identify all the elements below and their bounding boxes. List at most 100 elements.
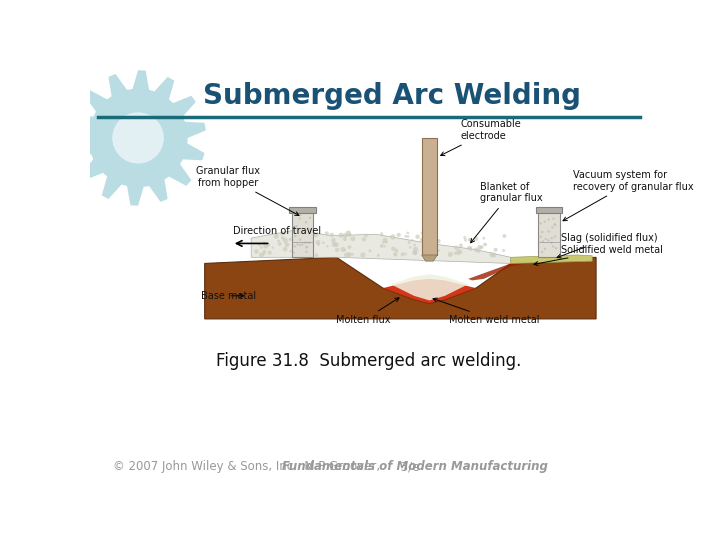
Circle shape	[271, 246, 274, 249]
Text: 3/e: 3/e	[397, 460, 419, 473]
Circle shape	[407, 232, 409, 234]
Circle shape	[423, 249, 426, 252]
Circle shape	[400, 252, 405, 256]
Circle shape	[482, 237, 485, 240]
Circle shape	[409, 246, 411, 248]
Circle shape	[492, 253, 497, 258]
Circle shape	[539, 235, 542, 238]
Circle shape	[477, 245, 482, 249]
Circle shape	[331, 238, 336, 242]
Circle shape	[480, 246, 484, 249]
Circle shape	[413, 251, 417, 255]
Circle shape	[302, 248, 306, 251]
Circle shape	[431, 239, 433, 242]
Circle shape	[413, 247, 418, 252]
Circle shape	[379, 244, 384, 248]
Circle shape	[360, 252, 366, 258]
Circle shape	[369, 249, 372, 252]
Circle shape	[112, 112, 164, 164]
Bar	[289, 207, 315, 213]
Circle shape	[335, 248, 339, 252]
Circle shape	[448, 252, 453, 257]
Circle shape	[474, 237, 478, 241]
Circle shape	[299, 239, 302, 241]
Circle shape	[322, 241, 325, 244]
Circle shape	[315, 240, 320, 245]
Polygon shape	[422, 255, 437, 261]
Circle shape	[503, 234, 506, 238]
Bar	[422, 138, 437, 255]
Circle shape	[305, 251, 307, 253]
Circle shape	[405, 253, 407, 255]
Circle shape	[405, 235, 408, 238]
Circle shape	[259, 253, 264, 258]
Circle shape	[306, 246, 308, 248]
Circle shape	[541, 231, 544, 233]
Circle shape	[383, 238, 387, 242]
Circle shape	[263, 244, 268, 248]
Circle shape	[554, 223, 556, 226]
Circle shape	[307, 241, 310, 244]
Circle shape	[463, 236, 466, 239]
Circle shape	[469, 246, 472, 249]
Text: Slag (solidified flux): Slag (solidified flux)	[557, 233, 658, 258]
Circle shape	[297, 243, 299, 246]
Circle shape	[454, 246, 459, 250]
Text: Submerged Arc Welding: Submerged Arc Welding	[203, 82, 581, 110]
Circle shape	[541, 251, 543, 253]
Circle shape	[258, 243, 261, 246]
Circle shape	[346, 231, 351, 235]
Circle shape	[301, 243, 304, 246]
Circle shape	[343, 237, 347, 241]
Circle shape	[554, 224, 556, 226]
Circle shape	[305, 246, 307, 248]
Circle shape	[263, 250, 266, 253]
Circle shape	[361, 237, 366, 241]
Circle shape	[550, 241, 553, 244]
Circle shape	[383, 245, 386, 247]
Circle shape	[300, 214, 302, 217]
Circle shape	[391, 246, 395, 251]
Circle shape	[351, 237, 356, 241]
Circle shape	[382, 241, 385, 244]
Circle shape	[332, 242, 337, 247]
Circle shape	[474, 247, 478, 252]
Circle shape	[539, 222, 541, 225]
Circle shape	[315, 253, 318, 257]
Circle shape	[295, 225, 298, 227]
Circle shape	[294, 227, 296, 229]
Circle shape	[347, 252, 351, 257]
Circle shape	[456, 252, 460, 255]
Circle shape	[393, 252, 397, 256]
Circle shape	[283, 238, 288, 243]
Circle shape	[547, 230, 550, 233]
Circle shape	[468, 238, 472, 241]
Circle shape	[294, 245, 296, 247]
Circle shape	[464, 239, 467, 241]
Circle shape	[300, 251, 304, 255]
Circle shape	[377, 254, 380, 257]
Bar	[292, 211, 313, 257]
Circle shape	[351, 253, 354, 255]
Circle shape	[408, 241, 410, 244]
Circle shape	[431, 231, 436, 236]
Circle shape	[438, 249, 440, 252]
Circle shape	[490, 252, 495, 257]
Circle shape	[343, 233, 348, 238]
Polygon shape	[383, 279, 476, 303]
Circle shape	[551, 237, 553, 239]
Circle shape	[544, 248, 546, 250]
Circle shape	[420, 231, 423, 234]
Text: Base metal: Base metal	[201, 291, 256, 301]
Circle shape	[436, 239, 441, 244]
Circle shape	[310, 229, 312, 231]
Bar	[538, 211, 559, 257]
Circle shape	[502, 249, 505, 252]
Text: © 2007 John Wiley & Sons, Inc.  M P Groover,: © 2007 John Wiley & Sons, Inc. M P Groov…	[113, 460, 384, 473]
Circle shape	[415, 234, 420, 239]
Circle shape	[552, 226, 554, 228]
Text: Fundamentals of Modern Manufacturing: Fundamentals of Modern Manufacturing	[282, 460, 548, 473]
Circle shape	[397, 233, 401, 237]
Circle shape	[385, 241, 388, 244]
Circle shape	[460, 252, 462, 254]
